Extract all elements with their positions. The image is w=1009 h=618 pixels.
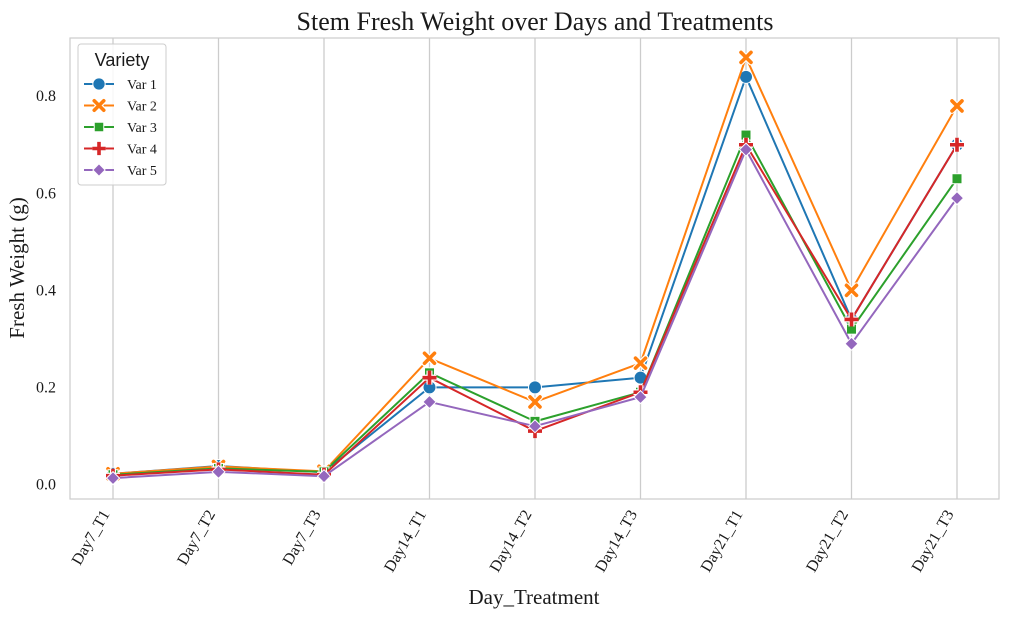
marker-x-stroke xyxy=(528,395,542,409)
marker-x xyxy=(91,97,107,114)
marker-square xyxy=(93,121,105,133)
marker-plus-stroke xyxy=(92,141,106,156)
legend-label: Var 5 xyxy=(127,164,157,179)
marker-diamond xyxy=(949,190,965,206)
marker-x-stroke xyxy=(633,356,648,370)
marker-diamond xyxy=(92,163,106,177)
marker-plus xyxy=(92,141,106,156)
marker-x xyxy=(421,350,438,367)
marker-plus xyxy=(950,137,964,152)
marker-circle xyxy=(528,380,542,395)
marker-diamond xyxy=(422,394,437,410)
y-tick-label: 0.0 xyxy=(36,476,56,493)
marker-x-stroke xyxy=(950,99,964,113)
marker-x xyxy=(738,49,754,66)
y-tick-label: 0.6 xyxy=(36,185,56,202)
marker-diamond xyxy=(633,389,648,405)
marker-x-stroke xyxy=(844,283,859,298)
series-var-5 xyxy=(105,142,965,486)
marker-plus xyxy=(844,312,859,327)
marker-x xyxy=(527,393,543,410)
marker-square xyxy=(951,173,963,185)
legend-label: Var 1 xyxy=(127,78,157,93)
y-tick-label: 0.4 xyxy=(36,282,56,299)
legend-label: Var 2 xyxy=(127,100,157,115)
marker-plus-stroke xyxy=(844,312,859,327)
marker-diamond xyxy=(738,142,754,157)
marker-circle xyxy=(92,77,106,91)
marker-diamond xyxy=(316,468,332,484)
marker-plus-stroke xyxy=(422,370,437,385)
marker-x-stroke xyxy=(422,351,437,366)
marker-diamond xyxy=(527,419,543,434)
chart-title: Stem Fresh Weight over Days and Treatmen… xyxy=(297,7,774,36)
y-axis-label: Fresh Weight (g) xyxy=(5,197,29,338)
marker-diamond xyxy=(105,470,121,486)
marker-x-stroke xyxy=(739,50,753,65)
x-axis-label: Day_Treatment xyxy=(468,585,599,609)
marker-x xyxy=(949,97,965,114)
marker-x xyxy=(843,282,860,299)
marker-x xyxy=(632,355,649,372)
marker-x-stroke xyxy=(92,98,106,113)
legend-title: Variety xyxy=(95,50,150,70)
y-tick-label: 0.8 xyxy=(36,88,56,105)
marker-plus xyxy=(422,370,437,385)
y-tick-label: 0.2 xyxy=(36,379,56,396)
legend: Variety Var 1 Var 2 Var 3 Var 4 Var 5 xyxy=(77,43,167,186)
plot-frame xyxy=(69,37,1000,500)
legend-label: Var 4 xyxy=(127,143,157,158)
marker-diamond xyxy=(844,336,859,351)
marker-diamond xyxy=(211,464,226,480)
legend-items: Var 1 Var 2 Var 3 Var 4 Var 5 xyxy=(84,77,157,179)
marker-plus-stroke xyxy=(950,137,964,152)
series-layer xyxy=(105,49,965,486)
legend-label: Var 3 xyxy=(127,121,157,136)
